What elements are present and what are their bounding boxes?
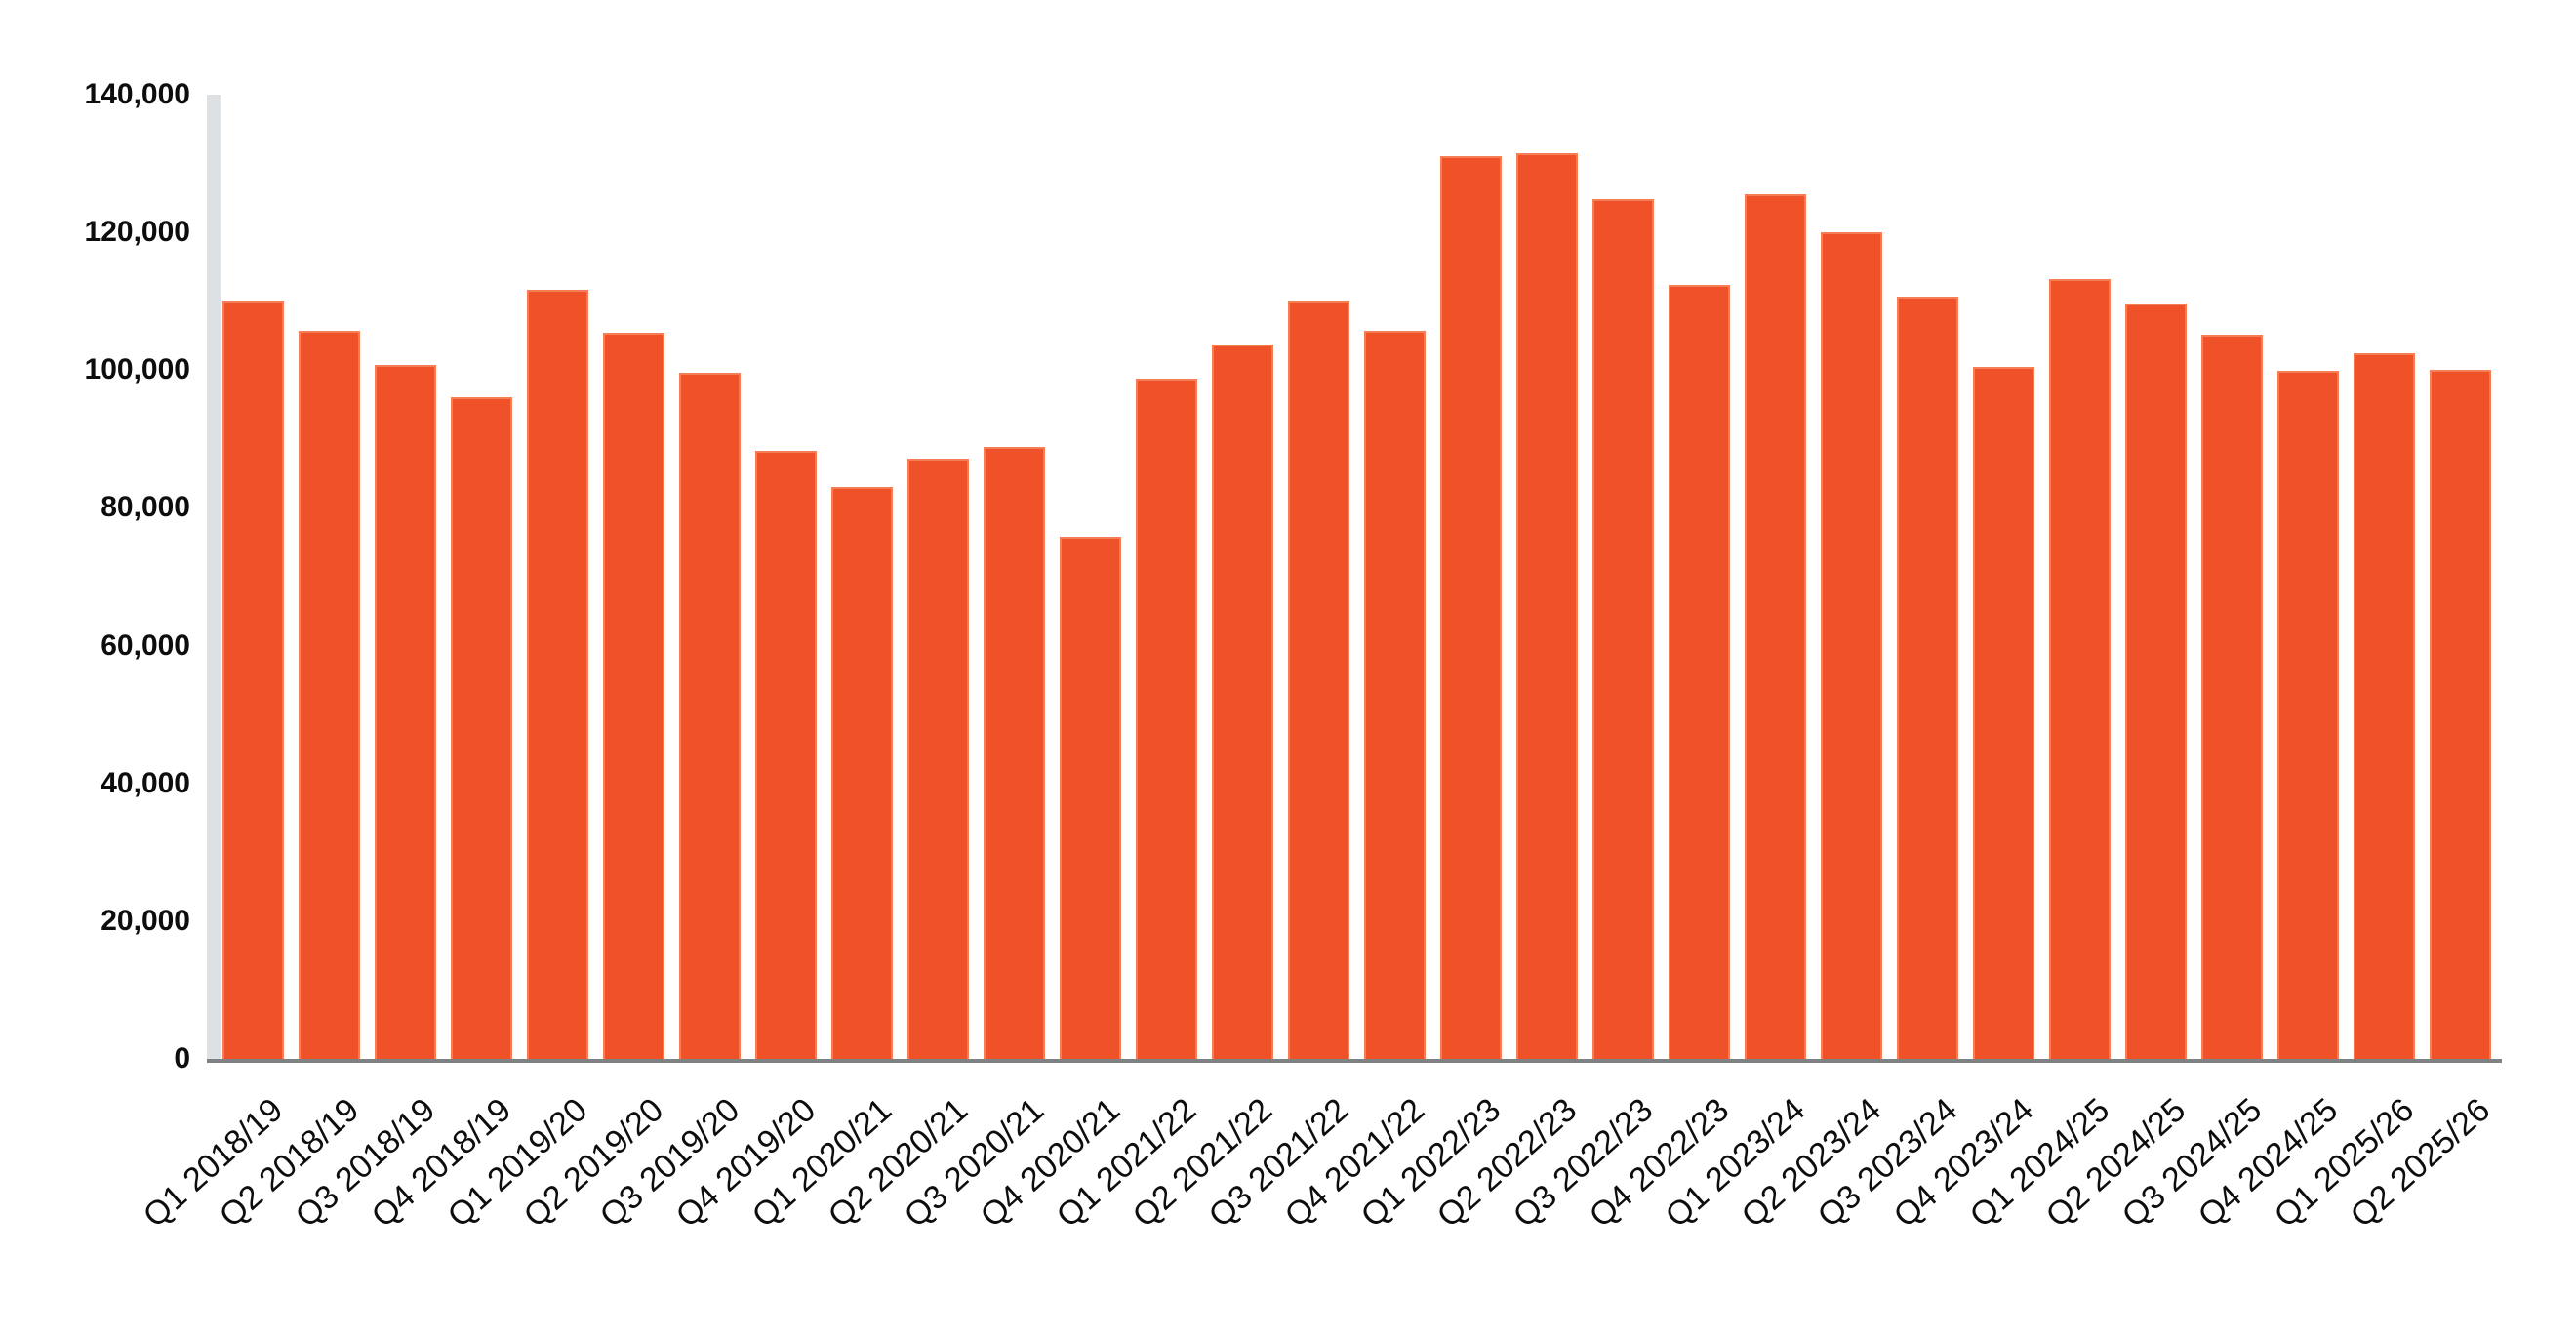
y-tick-label: 140,000 [84, 78, 190, 110]
bar [2277, 371, 2339, 1059]
bar [1516, 153, 1578, 1059]
bar [451, 397, 512, 1059]
bar [755, 451, 817, 1059]
y-tick-label: 0 [174, 1042, 190, 1074]
y-tick-label: 80,000 [101, 491, 190, 524]
bar [679, 373, 741, 1059]
bar [1745, 194, 1806, 1059]
bar [1821, 232, 1882, 1059]
bar [2201, 335, 2263, 1059]
y-tick-label: 60,000 [101, 628, 190, 662]
bar [831, 487, 893, 1059]
bar [2125, 304, 2187, 1059]
bar [1973, 367, 2034, 1059]
y-tick-label: 40,000 [101, 766, 190, 799]
bar [984, 447, 1045, 1059]
bar [1212, 345, 1273, 1059]
bar [2430, 370, 2491, 1059]
bars-container [222, 95, 2491, 1059]
bar [527, 290, 588, 1059]
bar [1288, 301, 1349, 1059]
bar [1440, 156, 1502, 1059]
bar [2354, 353, 2415, 1059]
y-tick-label: 120,000 [84, 216, 190, 249]
x-axis-line [207, 1059, 2502, 1063]
bar [375, 365, 436, 1059]
bar [1364, 331, 1426, 1059]
bar [1136, 379, 1197, 1059]
bar [1669, 285, 1730, 1059]
y-axis-line [207, 95, 221, 1059]
bar [1060, 537, 1121, 1059]
y-tick-label: 100,000 [84, 353, 190, 386]
bar [299, 331, 360, 1059]
bar [2049, 279, 2111, 1059]
bar [1592, 199, 1654, 1059]
bar [222, 301, 284, 1059]
bar [907, 459, 969, 1059]
bar [1897, 297, 1958, 1059]
bar [603, 333, 664, 1059]
y-tick-label: 20,000 [101, 904, 190, 937]
